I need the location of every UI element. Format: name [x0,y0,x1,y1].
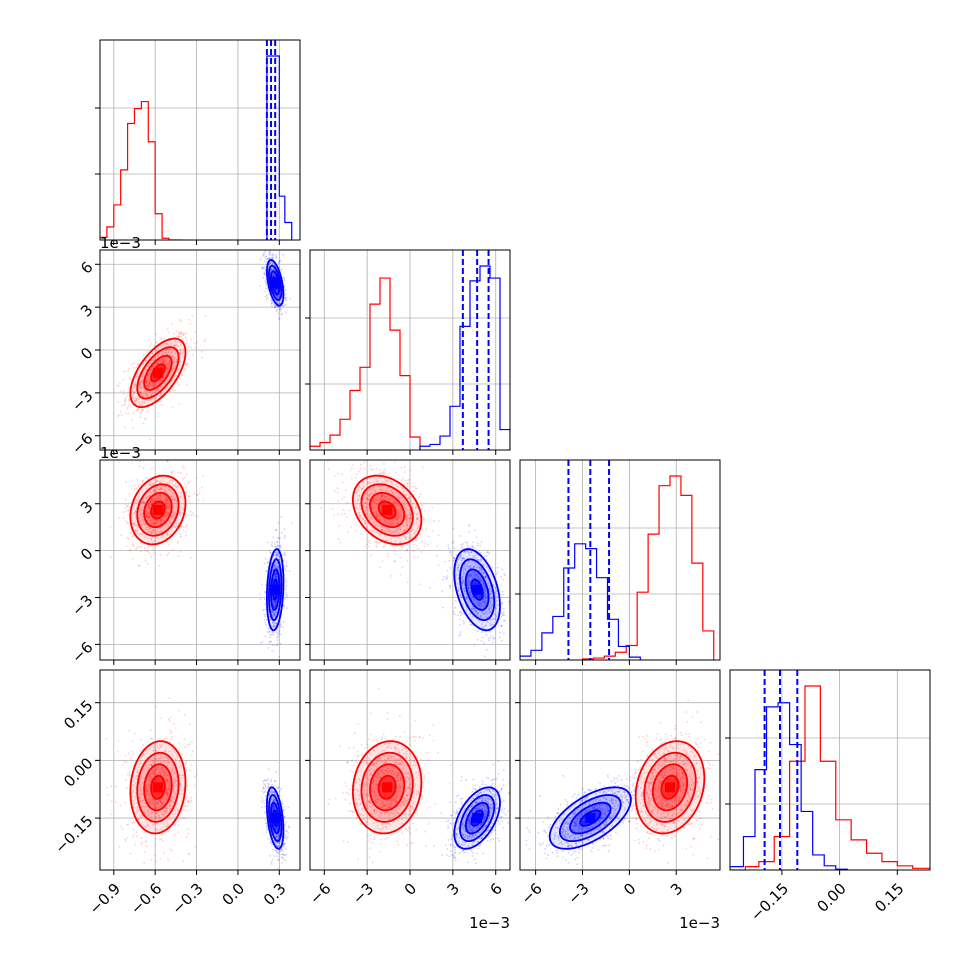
panel-p0-p3 [95,670,300,882]
panel-p2-p2 [515,460,720,665]
histogram-red-step [310,278,420,450]
panel-p2-p3 [515,670,731,878]
y-tick-label: 3 [77,301,96,320]
density-peak-red [382,505,392,515]
histogram-red-step [730,686,930,870]
panel-p1-p3 [305,670,521,875]
histogram-p0 [100,40,292,240]
y-exponent-label-p2: 1e−3 [100,444,141,462]
y-exponent-label-p1: 1e−3 [100,234,141,252]
y-tick-label: −3 [68,591,96,619]
histogram-red-step [100,102,183,240]
density-peak-red [382,782,392,792]
y-tick-label: 6 [77,258,96,277]
x-tick-label: 0.3 [260,880,290,910]
y-tick-label: −6 [68,430,96,458]
x-tick-label: 3 [444,880,463,899]
y-tick-label: −3 [68,387,96,415]
panel-p1-p1 [305,250,510,455]
density-peak-red [665,782,675,792]
x-exponent-label-p2: 1e−3 [679,914,720,932]
x-tick-label: −0.6 [127,880,165,918]
scatter-p1-p2 [320,447,521,657]
panel-p3-p3 [725,670,930,875]
histogram-red-step [583,476,714,660]
density-peak-red [153,782,163,792]
panel-p0-p2 [95,453,300,665]
x-tick-label: −6 [518,880,546,908]
panel-p1-p2 [305,447,521,665]
x-tick-label: −3 [564,880,592,908]
histogram-blue-step [420,266,510,450]
panel-p0-p0 [95,40,300,245]
x-tick-label: −0.15 [747,880,792,925]
panels-layer [93,40,930,882]
x-tick-label: −6 [306,880,334,908]
scatter-p0-p2 [110,453,294,658]
x-tick-label: 0.00 [814,880,850,916]
y-tick-label: 0 [77,344,96,363]
density-peak-red [153,505,163,515]
panel-p0-p1 [93,248,300,458]
x-tick-label: 6 [486,880,505,899]
histogram-blue-step [520,544,640,660]
panel-frame [520,460,720,660]
x-exponent-label-p1: 1e−3 [469,914,510,932]
y-tick-label: 3 [77,498,96,517]
y-tick-label: 0.00 [60,754,96,790]
histogram-blue-step [730,703,847,870]
scatter-p2-p3 [516,699,732,878]
x-tick-label: 0 [401,880,420,899]
y-tick-label: 0 [77,544,96,563]
y-tick-label: −0.15 [51,812,96,857]
histogram-p2 [520,460,714,660]
x-tick-label: −3 [349,880,377,908]
x-tick-label: 0.15 [871,880,907,916]
scatter-p0-p3 [106,697,290,881]
x-tick-label: 0.0 [219,880,249,910]
x-tick-label: −0.9 [86,880,124,918]
histogram-p3 [730,670,930,870]
scatter-p0-p1 [93,248,291,458]
y-tick-label: −6 [68,638,96,666]
y-tick-label: 0.15 [60,697,96,733]
scatter-p1-p3 [328,688,522,875]
x-tick-label: 0 [620,880,639,899]
x-tick-label: 3 [667,880,686,899]
x-tick-label: −0.3 [168,880,206,918]
panel-frame [100,40,300,240]
